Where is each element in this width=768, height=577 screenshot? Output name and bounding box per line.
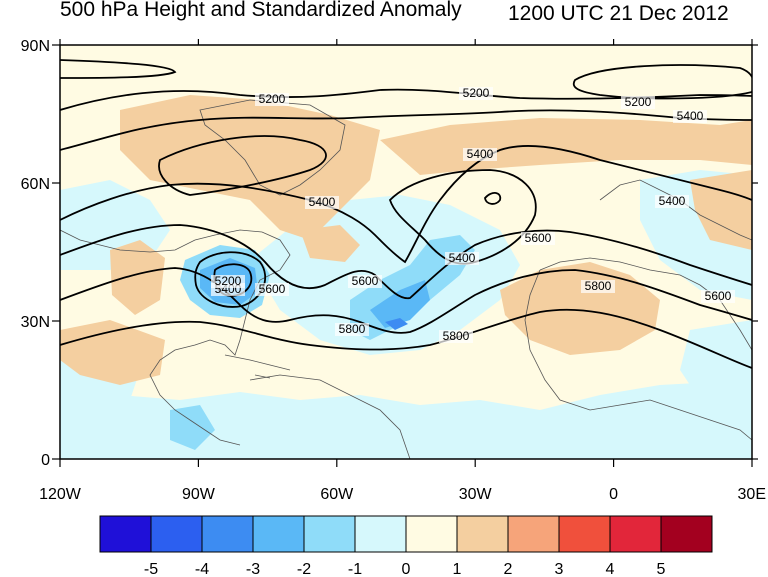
anomaly-tan-baffin <box>300 225 360 262</box>
anomaly-blue-mid-atlantic <box>370 280 430 328</box>
contour-label: 5200 <box>211 274 245 288</box>
anomaly-tan-europe <box>690 170 752 250</box>
contour-5200-arctic-loop <box>572 64 752 100</box>
lon-tick-label: 60W <box>320 486 354 503</box>
colorbar-label: 2 <box>504 561 513 577</box>
svg-text:5200: 5200 <box>625 95 652 109</box>
colorbar-swatch <box>456 515 509 553</box>
contour-label: 5600 <box>348 274 382 288</box>
contour-labels: 5200 520052005400540054005400540054005600… <box>211 86 735 343</box>
svg-text:5600: 5600 <box>352 274 379 288</box>
anomaly-tan-mexico <box>60 320 165 385</box>
height-contours <box>60 59 752 369</box>
colorbar-swatch <box>150 515 203 553</box>
contour-great-lakes-low <box>194 251 267 308</box>
colorbar-swatch <box>252 515 305 553</box>
anomaly-light-blue-tropics <box>60 380 752 459</box>
colorbar-swatch <box>99 515 152 553</box>
svg-text:5200: 5200 <box>259 92 286 106</box>
colorbar-swatch <box>660 515 713 553</box>
svg-text:5400: 5400 <box>467 147 494 161</box>
svg-text:5600: 5600 <box>525 231 552 245</box>
contour-5200-polar <box>60 88 752 111</box>
colorbar-label: -2 <box>297 561 311 577</box>
valid-time: 1200 UTC 21 Dec 2012 <box>508 2 729 25</box>
contour-5400-greenland <box>158 135 327 196</box>
lat-tick-label: 90N <box>21 38 50 55</box>
svg-text:5600: 5600 <box>705 289 732 303</box>
contour-label: 5400 <box>445 251 479 265</box>
colorbar-label: 0 <box>402 561 411 577</box>
anomaly-light-blue-africa <box>680 320 752 410</box>
colorbar: -5 -4 -3 -2 -1 0 1 2 3 4 5 <box>99 515 713 577</box>
contour-5800-southern <box>60 308 752 369</box>
svg-text:5200: 5200 <box>215 274 242 288</box>
lat-tick-label: 30N <box>21 314 50 331</box>
colorbar-label: -1 <box>348 561 362 577</box>
colorbar-swatch <box>405 515 458 553</box>
lat-tick-label: 0 <box>41 452 50 469</box>
contour-label: 5600 <box>701 289 735 303</box>
south-america-coastline <box>249 374 411 459</box>
contour-5400-inner <box>484 192 502 205</box>
map-title: 500 hPa Height and Standardized Anomaly <box>60 0 462 21</box>
colorbar-label: -5 <box>144 561 158 577</box>
contour-label: 5600 <box>521 231 555 245</box>
anomaly-tan-sahara <box>500 262 660 355</box>
anomaly-blue-gulf <box>170 405 215 450</box>
svg-text:5800: 5800 <box>443 329 470 343</box>
colorbar-label: 5 <box>657 561 666 577</box>
contour-5200-north <box>60 59 177 79</box>
svg-text:5200: 5200 <box>463 86 490 100</box>
colorbar-swatch <box>507 515 560 553</box>
svg-text:5800: 5800 <box>585 279 612 293</box>
colorbar-label: 1 <box>453 561 462 577</box>
contour-label: 5200 <box>255 92 289 106</box>
caribbean-coastline <box>224 354 291 379</box>
svg-text:5400: 5400 <box>449 251 476 265</box>
contour-label: 5800 <box>581 279 615 293</box>
colorbar-label: 3 <box>555 561 564 577</box>
anomaly-tan-southwest-us <box>110 240 165 315</box>
colorbar-swatch <box>303 515 356 553</box>
contour-label: 5400 <box>673 109 707 123</box>
svg-text:5800: 5800 <box>339 322 366 336</box>
colorbar-swatch <box>354 515 407 553</box>
svg-text:5400: 5400 <box>659 194 686 208</box>
lon-tick-label: 120W <box>39 486 82 503</box>
contour-label: 5400 <box>463 147 497 161</box>
lon-tick-label: 90W <box>182 486 216 503</box>
axis-ticks: 120W 90W 60W 30W 0 30E 90N 60N 30N 0 <box>21 38 766 503</box>
contour-label: 5200 <box>621 95 655 109</box>
contour-label: 5600 <box>255 282 289 296</box>
colorbar-swatch <box>558 515 611 553</box>
colorbar-label: -4 <box>195 561 209 577</box>
lat-tick-label: 60N <box>21 176 50 193</box>
africa-coastline <box>524 257 752 441</box>
lon-tick-label: 30W <box>459 486 493 503</box>
colorbar-label: -3 <box>246 561 260 577</box>
contour-label: 5400 <box>305 195 339 209</box>
colorbar-swatch <box>201 515 254 553</box>
anomaly-shading <box>60 95 752 459</box>
contour-label: 5400 <box>655 194 689 208</box>
lon-tick-label: 0 <box>609 486 618 503</box>
map-frame <box>59 44 753 460</box>
contour-label: 5200 <box>459 86 493 100</box>
colorbar-swatch <box>609 515 662 553</box>
contour-label: 5800 <box>335 322 369 336</box>
anomaly-blue-core <box>385 318 408 330</box>
north-america-coastline <box>60 229 291 446</box>
contour-5600-mid <box>60 224 752 300</box>
svg-text:5400: 5400 <box>309 195 336 209</box>
contour-label: 5800 <box>439 329 473 343</box>
colorbar-label: 4 <box>606 561 615 577</box>
svg-text:5600: 5600 <box>259 282 286 296</box>
lon-tick-label: 30E <box>738 486 766 503</box>
contour-5400-trough <box>60 144 752 264</box>
svg-text:5400: 5400 <box>677 109 704 123</box>
contour-5800-south <box>60 267 752 334</box>
